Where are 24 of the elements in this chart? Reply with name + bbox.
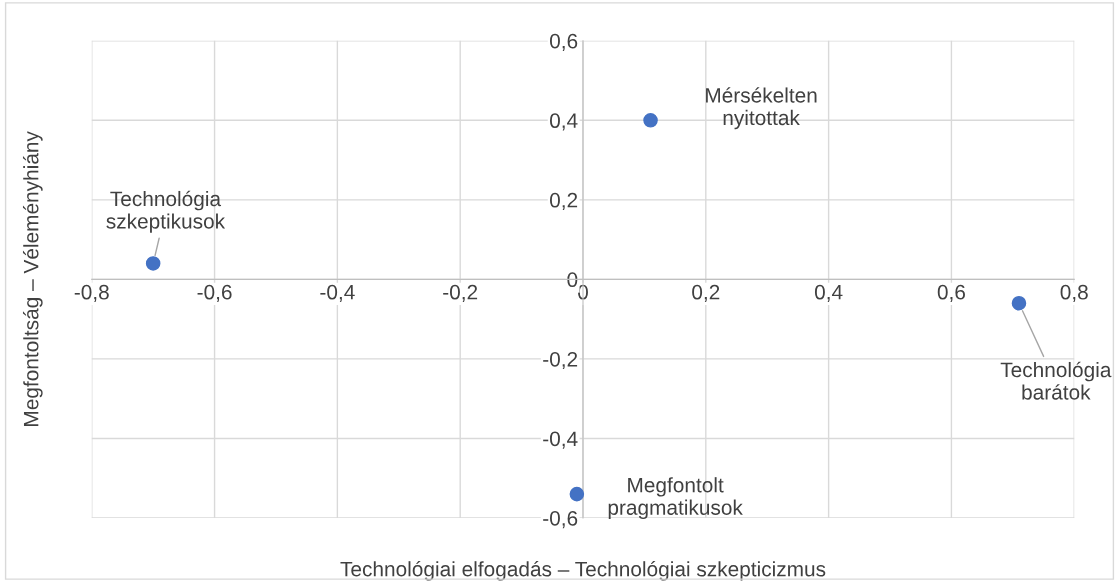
annotation: Technológia szkeptikusok (106, 190, 226, 233)
y-tick-label: -0,2 (543, 351, 578, 370)
x-axis-title: Technológiai elfogadás – Technológiai szkepticizmus (340, 560, 826, 581)
annotation: Mérsékelten nyitottak (706, 87, 817, 130)
y-axis-title: Megfontoltság – Véleményhiány (22, 131, 43, 426)
y-tick-label: -0,6 (543, 510, 578, 529)
x-tick-label: -0,8 (74, 284, 109, 302)
y-tick-label: 0,6 (549, 33, 578, 51)
annotation: Technológia barátok (1000, 361, 1112, 400)
x-tick-label: -0,6 (197, 284, 232, 302)
point (569, 486, 585, 502)
point (643, 112, 658, 128)
y-tick-label: 0,2 (549, 192, 578, 211)
x-tick-label: -0,2 (443, 284, 478, 302)
x-tick-label: 0,8 (1060, 284, 1088, 302)
point (145, 256, 161, 271)
y-tick-label: 0,4 (549, 113, 578, 131)
x-tick-label: 0,4 (814, 284, 843, 302)
x-tick-label: -0,4 (320, 284, 355, 302)
x-tick-label: 0,2 (692, 284, 720, 302)
point (1011, 295, 1027, 311)
y-tick-label: -0,4 (543, 431, 578, 449)
annotation: Megfontolt pragmatikusok (608, 477, 743, 520)
x-tick-label: 0,6 (937, 284, 965, 302)
